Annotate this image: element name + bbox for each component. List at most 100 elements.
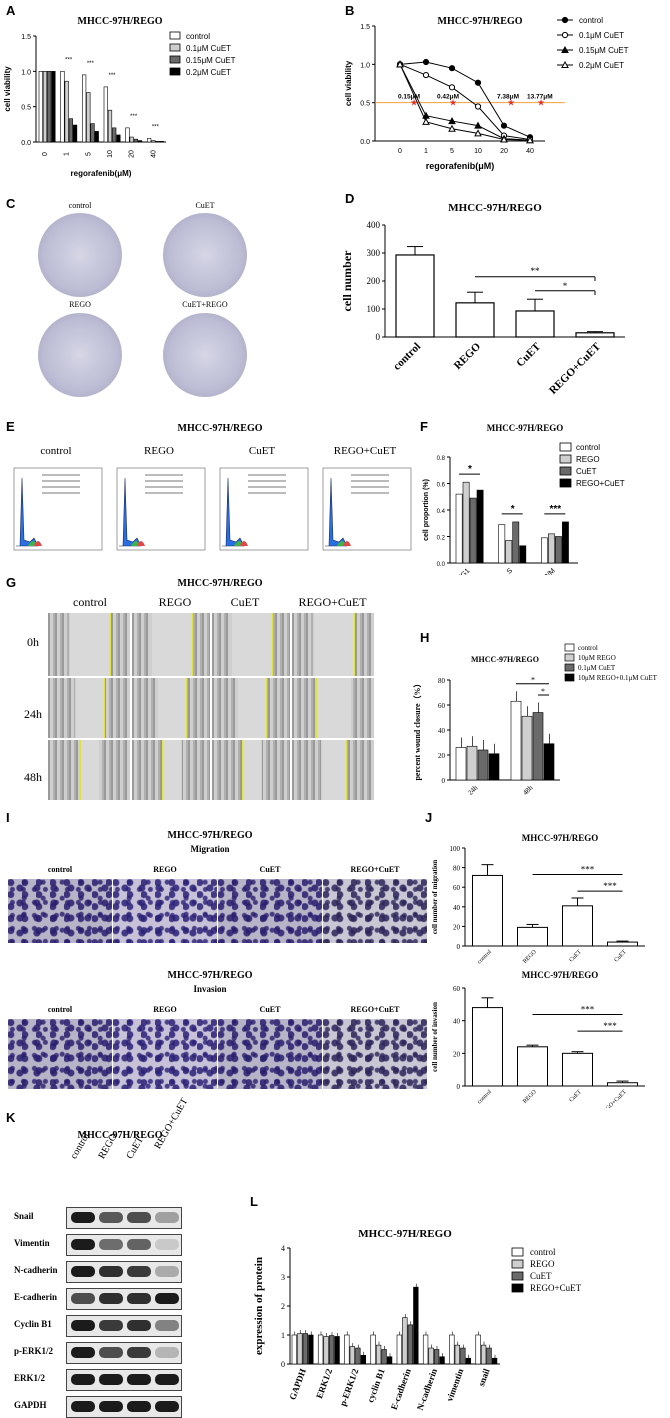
bar-E-cadherin-3 (413, 1286, 419, 1365)
blot-strip (66, 1342, 182, 1364)
x-tick-label: control (477, 949, 493, 965)
flow-stats-line (248, 474, 286, 476)
flow-caption-2: CuET (249, 445, 276, 457)
wound-gap (157, 678, 187, 738)
x-tick-label: 40 (526, 148, 534, 155)
blot-band (155, 1239, 179, 1250)
transwell-caption: control (47, 1005, 73, 1014)
bar-24h-2 (477, 749, 489, 781)
blot-band (71, 1347, 95, 1358)
significance-label: *** (130, 114, 138, 120)
significance-label: *** (581, 865, 595, 875)
bar-0-2 (47, 71, 52, 143)
legend-label-0: control (579, 16, 603, 25)
series-point (474, 103, 482, 110)
flow-stats-line (42, 492, 80, 494)
bar-0-3 (51, 71, 56, 143)
bar-p-ERK1/2-3 (360, 1355, 366, 1365)
series-point (448, 84, 456, 91)
significance-label: *** (581, 1005, 595, 1015)
bar-1-0 (60, 71, 65, 143)
bar-20-0 (125, 127, 130, 143)
legend-label-3: REGO+CuET (530, 1283, 582, 1293)
bar-GAPDH-0 (291, 1334, 297, 1365)
x-tick-label: 48h (521, 783, 534, 796)
bar-G2/M-0 (541, 537, 548, 564)
significance-label: *** (603, 1021, 617, 1031)
dish-caption-control: control (68, 201, 92, 210)
bar-0/G1-3 (476, 489, 484, 564)
panel-label-i: I (6, 810, 10, 825)
bar-0-0 (38, 71, 43, 143)
wound-gap (321, 740, 347, 800)
flow-stats-line (351, 492, 389, 494)
x-tick-label: 5 (450, 148, 454, 155)
flow-caption-3: REGO+CuET (334, 445, 397, 457)
bar-48h-2 (532, 712, 544, 781)
legend-label-0: control (576, 443, 600, 452)
bar-24h-1 (466, 745, 478, 781)
bar-10-2 (112, 127, 117, 143)
significance-label: *** (603, 881, 617, 891)
wound-image (132, 613, 210, 676)
legend-swatch-3 (564, 673, 575, 682)
x-tick-label: 20 (500, 148, 508, 155)
significance-label: * (468, 464, 472, 475)
legend-label-1: 10μM REGO (578, 654, 616, 662)
transwell-caption: REGO (153, 1005, 177, 1014)
bar-vimentin-2 (460, 1347, 466, 1365)
chart-j-invasion: 0 20 40 60 cell number of invasion control REG… (431, 985, 645, 1108)
wound-image (292, 678, 374, 738)
series-line-0 (399, 61, 531, 138)
wound-row-48h: 48h (24, 770, 42, 784)
y-tick-label: 400 (367, 220, 381, 230)
x-tick-label: 24h (466, 783, 479, 796)
y-tick-label: 20 (453, 923, 461, 931)
transwell-image (8, 1019, 112, 1089)
x-tick-label: 40 (150, 150, 157, 158)
blot-band (127, 1212, 151, 1223)
significance-label: * (511, 504, 515, 515)
legend-label-2: 0.15μM CuET (579, 46, 629, 55)
wound-col-cuet: CuET (230, 595, 260, 609)
bar-40-3 (159, 140, 164, 143)
x-tick-label: snail (476, 1367, 492, 1388)
legend-label-2: CuET (530, 1271, 552, 1281)
flow-stats-line (351, 474, 389, 476)
bar-ERK1/2-2 (328, 1335, 335, 1365)
wound-gap (242, 740, 262, 800)
bar-REGO (455, 302, 495, 338)
bar-GAPDH-1 (297, 1333, 303, 1365)
bar-5-0 (82, 74, 87, 143)
y-tick-label: 40 (438, 727, 446, 735)
blot-band (127, 1266, 151, 1277)
panel-g-title: MHCC-97H/REGO (177, 578, 263, 589)
bar-snail-1 (480, 1344, 487, 1365)
blot-band (99, 1347, 123, 1358)
flow-stats-line (42, 486, 80, 488)
blot-protein-label: p-ERK1/2 (14, 1346, 54, 1356)
migration-images: control REGO CuET REGO+CuET (8, 865, 428, 945)
blot-protein-label: Cyclin B1 (14, 1319, 52, 1329)
transwell-image (218, 1019, 322, 1089)
blot-band (155, 1320, 179, 1331)
wound-gap (75, 678, 105, 738)
ic50-star-marker: ★ (507, 98, 515, 108)
series-line-2 (399, 64, 531, 141)
colony-dish-cuet-rego (163, 313, 247, 397)
legend-label-1: REGO (530, 1259, 555, 1269)
y-tick-label: 4 (281, 1244, 285, 1253)
x-tick-label: control (477, 1089, 493, 1105)
bar-REGO+CuET (575, 332, 615, 338)
x-tick-label: 0 (398, 148, 402, 155)
wound-gap (316, 678, 352, 738)
bar-N-cadherin-0 (422, 1334, 429, 1365)
bar-CuET (515, 310, 555, 338)
x-tick-label: REGO+CuET (547, 340, 604, 397)
blot-strip (66, 1288, 182, 1310)
series-line-3 (399, 64, 531, 141)
legend-swatch-1 (564, 653, 575, 662)
x-tick-label: S (506, 567, 514, 575)
bar-1-2 (68, 118, 73, 143)
chart-j1-title: MHCC-97H/REGO (521, 833, 599, 843)
